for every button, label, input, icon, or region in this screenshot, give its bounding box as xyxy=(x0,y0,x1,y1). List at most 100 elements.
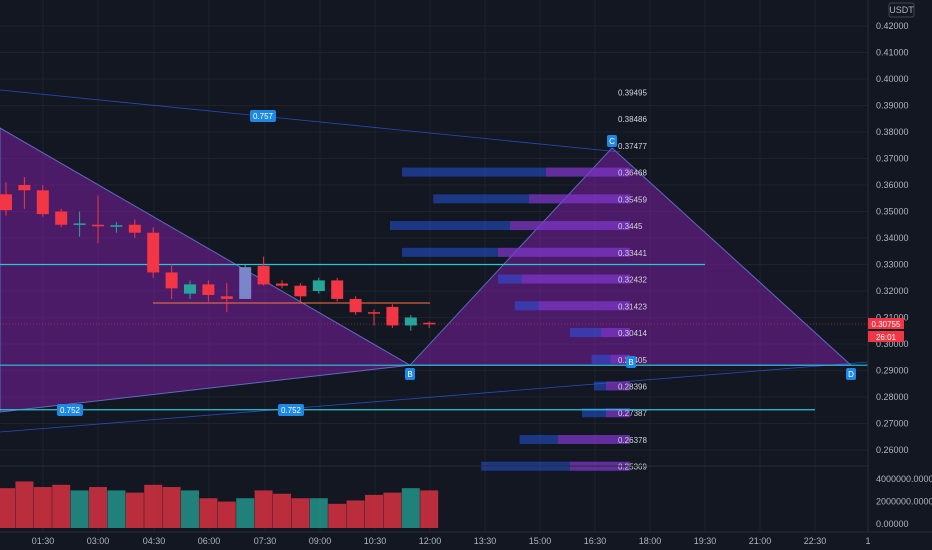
profile-label: 0.35459 xyxy=(618,195,647,204)
candle-body xyxy=(312,280,325,291)
candle-body xyxy=(36,190,49,215)
volume-bar xyxy=(217,501,236,528)
profile-row-purple xyxy=(606,381,630,391)
candle-body xyxy=(92,224,104,227)
profile-label: 0.33441 xyxy=(618,249,647,258)
candle-body xyxy=(404,317,417,326)
profile-label: 0.3445 xyxy=(618,222,643,231)
trend-line-bottom xyxy=(0,361,868,433)
y-tick-label: 0.27000 xyxy=(876,419,909,429)
y-tick-label: 0.37000 xyxy=(876,154,909,164)
y-tick-label: 0.32000 xyxy=(876,286,909,296)
y-tick-label: 0.42000 xyxy=(876,21,909,31)
volume-tick-label: 2000000.00000 xyxy=(876,497,932,507)
profile-label: 0.25369 xyxy=(618,463,647,472)
volume-bar xyxy=(70,490,89,528)
volume-bar xyxy=(89,487,107,528)
volume-bar xyxy=(181,490,199,528)
y-tick-label: 0.29000 xyxy=(876,366,909,376)
volume-bar xyxy=(236,498,255,528)
x-tick-label: 03:00 xyxy=(87,536,110,546)
currency-text: USDT xyxy=(889,5,914,15)
profile-label: 0.26378 xyxy=(618,436,647,445)
x-tick-label: 06:00 xyxy=(198,536,221,546)
profile-label: 0.30414 xyxy=(618,329,647,338)
candle-body xyxy=(0,194,12,211)
volume-bar xyxy=(273,493,291,528)
volume-bar xyxy=(365,494,383,528)
point-b-label: B xyxy=(405,368,415,380)
volume-bar xyxy=(15,481,34,528)
price-tag-text: 0.30755 xyxy=(872,320,901,329)
profile-row-purple xyxy=(546,167,630,177)
profile-row-purple xyxy=(610,354,630,364)
profile-label: 0.27387 xyxy=(618,409,647,418)
profile-row-purple xyxy=(498,247,630,257)
y-tick-label: 0.39000 xyxy=(876,101,909,111)
candle-body xyxy=(239,267,252,299)
fib-label-left-text: 0.752 xyxy=(60,406,81,415)
y-tick-label: 0.41000 xyxy=(876,48,909,58)
fib-label-top: 0.757 xyxy=(250,110,276,122)
y-tick-label: 0.31000 xyxy=(876,313,909,323)
volume-bar xyxy=(309,498,328,528)
x-tick-label: 13:30 xyxy=(474,536,497,546)
volume-bar xyxy=(346,500,365,528)
x-tick-label: 1 xyxy=(865,536,870,546)
volume-axis-ticks: 4000000.00000 2000000.00000 0.00000 xyxy=(876,474,932,529)
candle-body xyxy=(128,224,141,233)
profile-row-purple xyxy=(522,274,630,284)
x-axis-ticks: 01:30 03:00 04:30 06:00 07:30 09:00 10:30 12:00… xyxy=(32,536,871,546)
candle-body xyxy=(331,280,344,299)
volume-bar xyxy=(0,488,15,528)
profile-label: 0.31423 xyxy=(618,302,647,311)
candle-body xyxy=(147,232,160,273)
volume-bar xyxy=(254,490,273,528)
x-tick-label: 09:00 xyxy=(309,536,332,546)
profile-row-purple xyxy=(529,194,630,204)
candle-body xyxy=(257,265,270,285)
volume-bar xyxy=(107,490,126,528)
currency-label[interactable]: USDT xyxy=(888,2,915,18)
profile-row-purple xyxy=(601,328,630,338)
profile-label: 0.36468 xyxy=(618,169,647,178)
x-tick-label: 22:30 xyxy=(804,536,827,546)
candle-body xyxy=(276,283,288,286)
volume-bar xyxy=(328,503,347,528)
y-tick-label: 0.35000 xyxy=(876,207,909,217)
point-b2-text: B xyxy=(628,358,633,367)
candle-body xyxy=(368,312,380,314)
profile-label: 0.39495 xyxy=(618,88,647,97)
volume-bar xyxy=(420,490,439,528)
horizontal-levels xyxy=(0,263,868,411)
harmonic-pattern xyxy=(0,89,868,433)
x-tick-label: 12:00 xyxy=(419,536,442,546)
profile-label: 0.37477 xyxy=(618,142,647,151)
volume-bar xyxy=(291,498,310,528)
xab-triangle xyxy=(0,127,412,413)
candle-body xyxy=(220,296,233,299)
candle-body xyxy=(349,298,362,313)
profile-label: 0.32432 xyxy=(618,276,647,285)
x-tick-label: 21:00 xyxy=(749,536,772,546)
candle-body xyxy=(386,306,399,326)
volume-bars xyxy=(0,481,439,528)
x-tick-label: 04:30 xyxy=(143,536,166,546)
fib-label-top-text: 0.757 xyxy=(253,112,274,121)
volume-bar xyxy=(401,488,420,528)
candle-body xyxy=(18,185,31,191)
y-tick-label: 0.33000 xyxy=(876,260,909,270)
point-b2-label: B xyxy=(626,356,636,368)
profile-row-purple xyxy=(510,221,630,231)
x-tick-label: 10:30 xyxy=(364,536,387,546)
x-tick-label: 18:00 xyxy=(639,536,662,546)
x-tick-label: 19:30 xyxy=(694,536,717,546)
y-tick-label: 0.36000 xyxy=(876,180,909,190)
volume-bar xyxy=(52,484,71,528)
y-tick-label: 0.26000 xyxy=(876,445,909,455)
point-d-text: D xyxy=(848,370,854,379)
trend-line-top xyxy=(0,89,621,153)
candle-body xyxy=(55,211,68,225)
